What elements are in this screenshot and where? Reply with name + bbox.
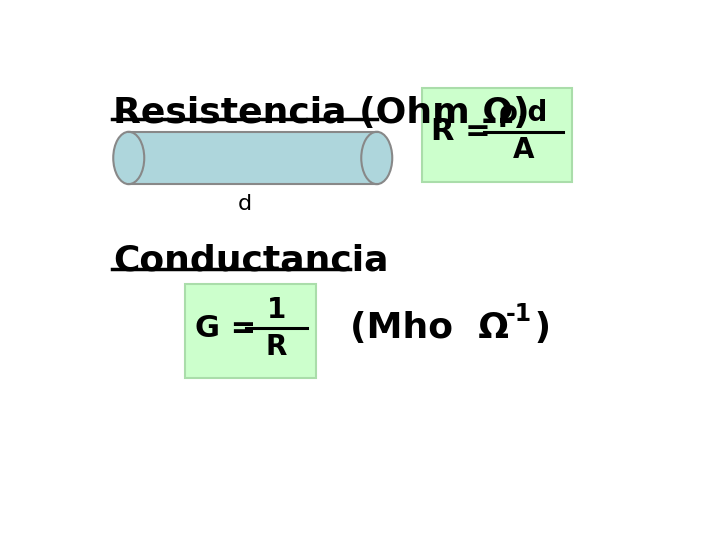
- Text: Conductancia: Conductancia: [113, 244, 389, 278]
- Text: Resistencia (Ohm Ω): Resistencia (Ohm Ω): [113, 96, 530, 130]
- Text: G =: G =: [194, 314, 266, 343]
- Polygon shape: [129, 132, 377, 184]
- Text: R: R: [266, 333, 287, 361]
- Text: -1: -1: [505, 302, 531, 326]
- Text: 1: 1: [267, 296, 286, 323]
- Text: d: d: [238, 194, 252, 214]
- Text: ρ.d: ρ.d: [498, 99, 549, 127]
- Text: ): ): [523, 311, 552, 345]
- Text: (Mho  Ω: (Mho Ω: [350, 311, 508, 345]
- Ellipse shape: [361, 132, 392, 184]
- FancyBboxPatch shape: [422, 88, 572, 182]
- Text: A: A: [513, 136, 534, 164]
- FancyBboxPatch shape: [185, 284, 316, 378]
- Ellipse shape: [113, 132, 144, 184]
- Text: R =: R =: [431, 117, 501, 146]
